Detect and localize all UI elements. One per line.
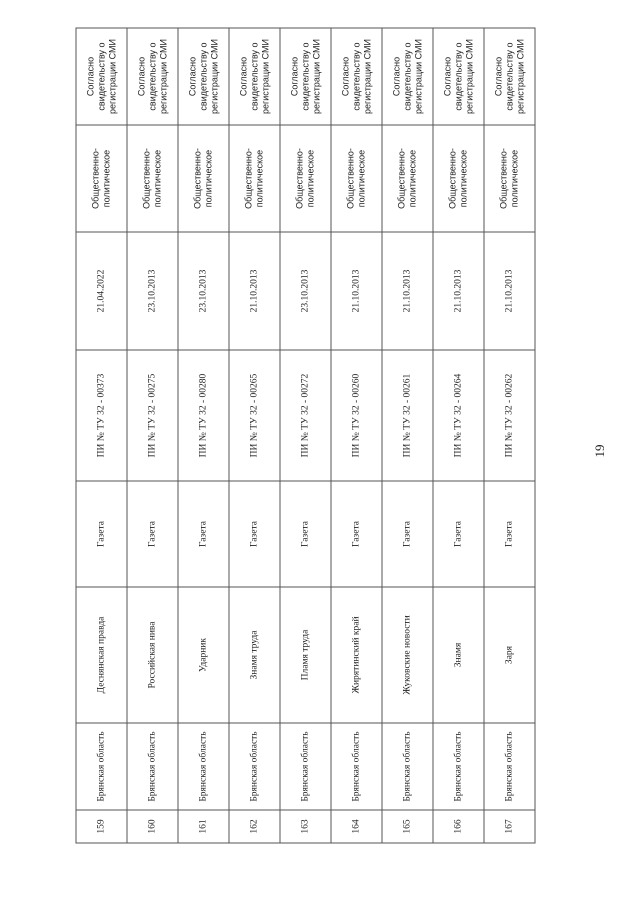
specialization-cell: Общественно-политическое bbox=[381, 124, 433, 232]
specialization-cell: Общественно-политическое bbox=[177, 124, 229, 232]
table-row: 164 Брянская область Жирятинский край Газет… bbox=[330, 27, 382, 843]
title-cell: Жирятинский край bbox=[330, 586, 382, 723]
registration-number-cell: ПИ № ТУ 32 - 00261 bbox=[381, 349, 433, 481]
note-cell: Согласно свидетельству о регистрации СМИ bbox=[228, 27, 280, 125]
registration-number-cell: ПИ № ТУ 32 - 00265 bbox=[228, 349, 280, 481]
registration-number-cell: ПИ № ТУ 32 - 00260 bbox=[330, 349, 382, 481]
type-cell: Газета bbox=[432, 480, 484, 587]
table-row: 163 Брянская область Пламя труда Газета ПИ №… bbox=[279, 27, 331, 843]
title-cell: Российская нива bbox=[126, 586, 178, 723]
table-row: 162 Брянская область Знамя труда Газета ПИ №… bbox=[228, 27, 280, 843]
note-cell: Согласно свидетельству о регистрации СМИ bbox=[126, 27, 178, 125]
title-cell: Заря bbox=[483, 586, 535, 723]
specialization-cell: Общественно-политическое bbox=[75, 124, 127, 232]
specialization-cell: Общественно-политическое bbox=[279, 124, 331, 232]
type-cell: Газета bbox=[483, 480, 535, 587]
row-number: 167 bbox=[483, 809, 535, 843]
title-cell: Пламя труда bbox=[279, 586, 331, 723]
registration-date-cell: 23.10.2013 bbox=[126, 231, 178, 350]
note-cell: Согласно свидетельству о регистрации СМИ bbox=[330, 27, 382, 125]
row-number: 159 bbox=[75, 809, 127, 843]
registration-number-cell: ПИ № ТУ 32 - 00373 bbox=[75, 349, 127, 481]
registration-date-cell: 21.10.2013 bbox=[228, 231, 280, 350]
registration-number-cell: ПИ № ТУ 32 - 00272 bbox=[279, 349, 331, 481]
row-number: 166 bbox=[432, 809, 484, 843]
table-row: 165 Брянская область Жуковские новости Газе… bbox=[381, 27, 433, 843]
region-cell: Брянская область bbox=[381, 722, 433, 810]
page-number: 19 bbox=[592, 444, 607, 458]
specialization-cell: Общественно-политическое bbox=[432, 124, 484, 232]
registration-date-cell: 21.10.2013 bbox=[432, 231, 484, 350]
row-number: 164 bbox=[330, 809, 382, 843]
row-number: 165 bbox=[381, 809, 433, 843]
note-cell: Согласно свидетельству о регистрации СМИ bbox=[279, 27, 331, 125]
registration-number-cell: ПИ № ТУ 32 - 00262 bbox=[483, 349, 535, 481]
registration-date-cell: 23.10.2013 bbox=[177, 231, 229, 350]
specialization-cell: Общественно-политическое bbox=[483, 124, 535, 232]
note-cell: Согласно свидетельству о регистрации СМИ bbox=[483, 27, 535, 125]
type-cell: Газета bbox=[381, 480, 433, 587]
registration-date-cell: 21.10.2013 bbox=[381, 231, 433, 350]
note-cell: Согласно свидетельству о регистрации СМИ bbox=[75, 27, 127, 125]
region-cell: Брянская область bbox=[432, 722, 484, 810]
registration-number-cell: ПИ № ТУ 32 - 00275 bbox=[126, 349, 178, 481]
registration-date-cell: 21.10.2013 bbox=[483, 231, 535, 350]
title-cell: Ударник bbox=[177, 586, 229, 723]
note-cell: Согласно свидетельству о регистрации СМИ bbox=[177, 27, 229, 125]
row-number: 162 bbox=[228, 809, 280, 843]
table-row: 161 Брянская область Ударник Газета ПИ № ТУ … bbox=[177, 27, 229, 843]
type-cell: Газета bbox=[279, 480, 331, 587]
media-registry-table: 159 Брянская область Деснянская правда Газе… bbox=[75, 27, 535, 843]
specialization-cell: Общественно-политическое bbox=[228, 124, 280, 232]
row-number: 161 bbox=[177, 809, 229, 843]
registration-number-cell: ПИ № ТУ 32 - 00264 bbox=[432, 349, 484, 481]
title-cell: Деснянская правда bbox=[75, 586, 127, 723]
region-cell: Брянская область bbox=[279, 722, 331, 810]
registration-date-cell: 21.10.2013 bbox=[330, 231, 382, 350]
registration-date-cell: 23.10.2013 bbox=[279, 231, 331, 350]
row-number: 160 bbox=[126, 809, 178, 843]
registration-date-cell: 21.04.2022 bbox=[75, 231, 127, 350]
table-row: 159 Брянская область Деснянская правда Газе… bbox=[75, 27, 127, 843]
note-cell: Согласно свидетельству о регистрации СМИ bbox=[432, 27, 484, 125]
type-cell: Газета bbox=[228, 480, 280, 587]
table-row: 167 Брянская область Заря Газета ПИ № ТУ 32 … bbox=[483, 27, 535, 843]
region-cell: Брянская область bbox=[330, 722, 382, 810]
title-cell: Жуковские новости bbox=[381, 586, 433, 723]
specialization-cell: Общественно-политическое bbox=[126, 124, 178, 232]
type-cell: Газета bbox=[177, 480, 229, 587]
type-cell: Газета bbox=[75, 480, 127, 587]
row-number: 163 bbox=[279, 809, 331, 843]
region-cell: Брянская область bbox=[126, 722, 178, 810]
region-cell: Брянская область bbox=[228, 722, 280, 810]
note-cell: Согласно свидетельству о регистрации СМИ bbox=[381, 27, 433, 125]
region-cell: Брянская область bbox=[483, 722, 535, 810]
type-cell: Газета bbox=[126, 480, 178, 587]
table-row: 160 Брянская область Российская нива Газета… bbox=[126, 27, 178, 843]
region-cell: Брянская область bbox=[75, 722, 127, 810]
title-cell: Знамя труда bbox=[228, 586, 280, 723]
title-cell: Знамя bbox=[432, 586, 484, 723]
type-cell: Газета bbox=[330, 480, 382, 587]
specialization-cell: Общественно-политическое bbox=[330, 124, 382, 232]
table-row: 166 Брянская область Знамя Газета ПИ № ТУ 32… bbox=[432, 27, 484, 843]
region-cell: Брянская область bbox=[177, 722, 229, 810]
registration-number-cell: ПИ № ТУ 32 - 00280 bbox=[177, 349, 229, 481]
